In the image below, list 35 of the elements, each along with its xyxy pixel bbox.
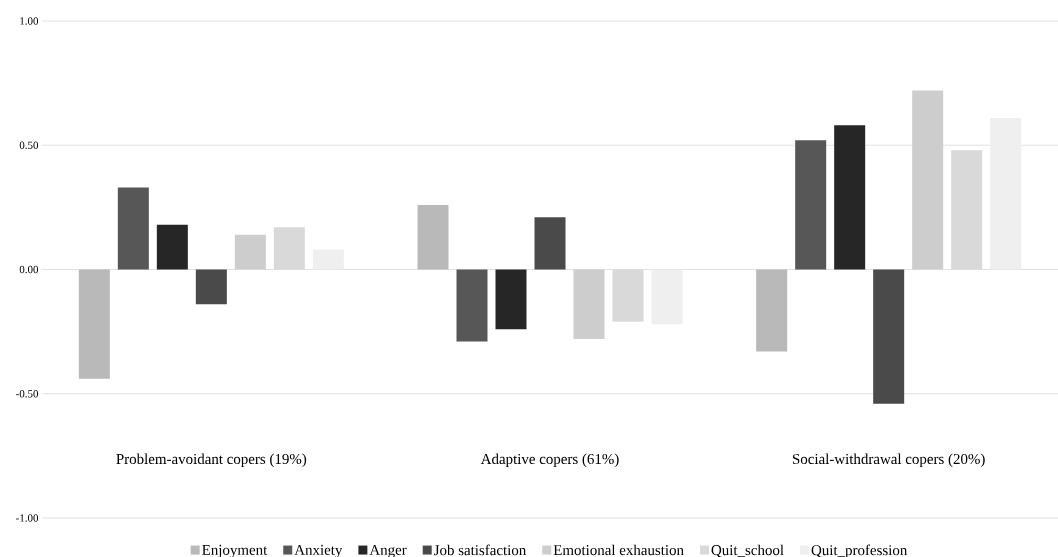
bar bbox=[873, 269, 905, 404]
x-tick-label: Social-withdrawal copers (20%) bbox=[792, 453, 985, 468]
bar bbox=[456, 269, 488, 342]
legend-label: Anxiety bbox=[294, 544, 343, 557]
y-tick-label: -0.50 bbox=[16, 390, 39, 398]
legend-label: Emotional exhaustion bbox=[553, 544, 684, 556]
bar bbox=[756, 269, 788, 352]
bar bbox=[234, 234, 266, 270]
bar bbox=[951, 150, 983, 270]
legend-label: Anger bbox=[369, 544, 407, 557]
bar bbox=[573, 269, 605, 340]
bar bbox=[612, 269, 644, 322]
legend-label: Quit_school bbox=[711, 544, 784, 557]
legend-label: Job satisfaction bbox=[434, 544, 527, 556]
legend-label: Enjoyment bbox=[202, 544, 268, 557]
bar bbox=[312, 249, 344, 270]
bar bbox=[990, 117, 1022, 270]
y-tick-label: 1.00 bbox=[20, 17, 39, 25]
bar bbox=[534, 217, 566, 270]
bar bbox=[117, 187, 149, 270]
bar bbox=[495, 269, 527, 330]
bar bbox=[273, 227, 305, 270]
bar bbox=[834, 125, 866, 270]
y-tick-label: 0.00 bbox=[19, 265, 39, 274]
bar bbox=[417, 204, 449, 270]
x-tick-label: Problem-avoidant copers (19%) bbox=[116, 453, 307, 468]
x-tick-label: Adaptive copers (61%) bbox=[480, 453, 619, 468]
bar bbox=[912, 90, 944, 270]
bar bbox=[78, 269, 110, 379]
bar bbox=[651, 269, 683, 325]
y-tick-label: -1.00 bbox=[16, 514, 39, 522]
bar bbox=[795, 140, 827, 270]
y-tick-label: 0.50 bbox=[19, 141, 39, 149]
bar bbox=[156, 224, 188, 270]
bar bbox=[195, 269, 227, 305]
